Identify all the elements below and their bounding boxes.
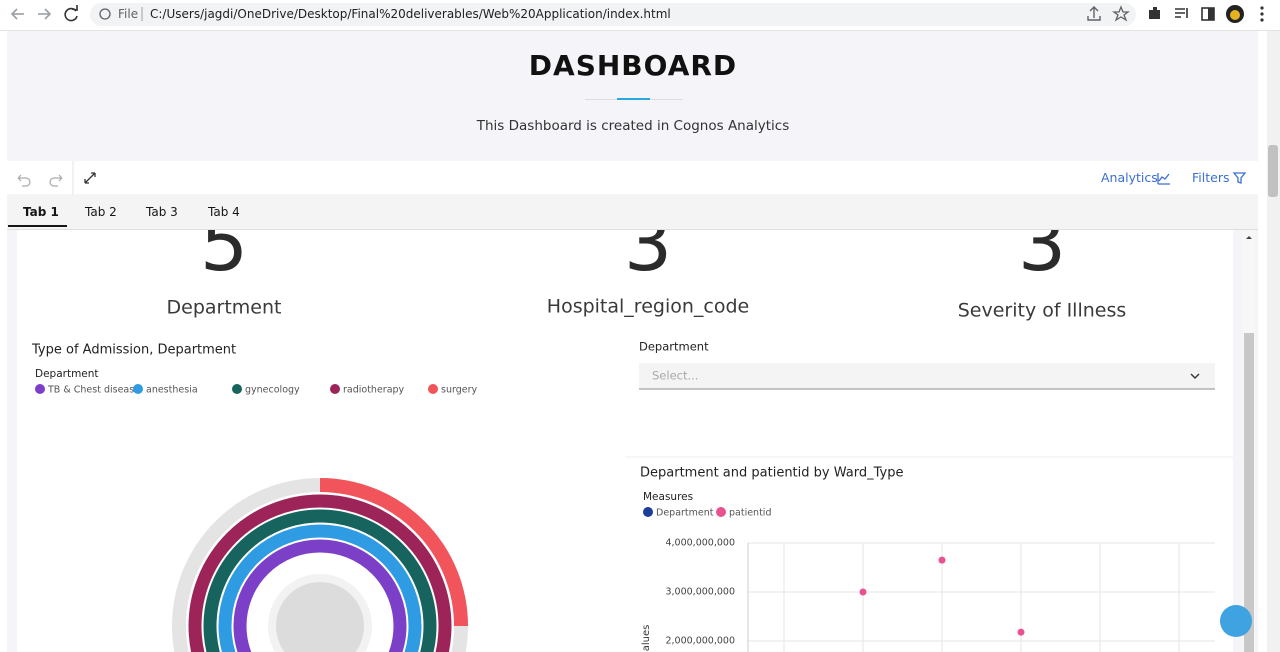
kpi-label: Hospital_region_code (547, 296, 749, 318)
filter-select[interactable] (639, 363, 1215, 389)
y-axis-label: alues (641, 625, 652, 652)
kpi-label: Severity of Illness (958, 300, 1127, 322)
url-bar[interactable] (90, 3, 1136, 26)
legend-swatch (232, 384, 242, 394)
extensions-icon[interactable] (1149, 7, 1160, 19)
legend-swatch (428, 384, 438, 394)
legend-label: Department (656, 508, 714, 519)
help-bubble[interactable] (1220, 605, 1252, 637)
browser-icons (10, 3, 1264, 26)
analytics-icon[interactable] (1157, 173, 1170, 185)
filter-chevron (1190, 373, 1200, 379)
toolbar-icons (17, 161, 1247, 195)
star-icon[interactable] (1112, 5, 1130, 22)
sidepanel-icon-fill (1208, 8, 1214, 20)
content-canvas: 5 Department 3 Hospital_region_code 3 Severit… (31, 230, 1233, 652)
legend-title: Department (35, 368, 99, 380)
reading-list-icon[interactable] (1175, 8, 1188, 18)
legend-swatch (133, 384, 143, 394)
legend-label: patientid (729, 508, 771, 519)
toolbar (7, 161, 1258, 194)
legend-label: anesthesia (146, 385, 198, 396)
kpi-value: 3 (1018, 230, 1066, 288)
tab-bar (7, 195, 1258, 230)
ring-center (276, 582, 364, 652)
ring-arc (319, 478, 468, 627)
tab-underline (8, 225, 67, 227)
legend-label: gynecology (245, 385, 300, 396)
kpi-value: 5 (200, 230, 248, 288)
url-scheme: File (118, 7, 139, 21)
filters-button[interactable]: Filters (1192, 170, 1230, 185)
title-accent (617, 98, 650, 100)
info-icon (99, 8, 111, 20)
scroll-arrow (1246, 236, 1252, 239)
redo[interactable] (49, 174, 63, 187)
legend-label: radiotherapy (343, 385, 405, 396)
tab[interactable]: Tab 4 (208, 205, 240, 219)
y-tick-label: 2,000,000,000 (665, 636, 735, 647)
inner-scroll-up[interactable] (1243, 231, 1255, 243)
scatter-point (1017, 628, 1025, 636)
content-panel: 5 Department 3 Hospital_region_code 3 Severit… (17, 230, 1233, 652)
ring (233, 539, 407, 652)
filters-icon[interactable] (1232, 172, 1247, 184)
menu-icon[interactable] (1260, 6, 1264, 22)
scatter-point (859, 588, 867, 596)
nav-forward[interactable] (38, 8, 52, 20)
chart-title: Department and patientid by Ward_Type (640, 466, 903, 481)
y-tick-label: 3,000,000,000 (665, 587, 735, 598)
filter-placeholder: Select... (652, 369, 698, 383)
analytics-button[interactable]: Analytics (1101, 170, 1158, 185)
url-text: C:/Users/jagdi/OneDrive/Desktop/Final%20… (150, 7, 671, 21)
legend-title: Measures (643, 491, 693, 503)
y-tick-label: 4,000,000,000 (665, 538, 735, 549)
dashboard-title: DASHBOARD (528, 49, 738, 82)
tab[interactable]: Tab 2 (85, 205, 117, 219)
expand[interactable] (84, 172, 96, 184)
filter-label: Department (639, 340, 709, 354)
page-scroll-thumb[interactable] (1268, 145, 1278, 197)
kpi-label: Department (167, 297, 282, 319)
legend-swatch (330, 384, 340, 394)
share-icon[interactable] (1087, 6, 1101, 21)
scatter-point (938, 556, 946, 564)
undo[interactable] (17, 174, 31, 187)
legend-label: surgery (441, 385, 477, 396)
chart-title: Type of Admission, Department (31, 343, 236, 358)
dashboard-subtitle: This Dashboard is created in Cognos Anal… (476, 118, 790, 134)
inner-scroll-thumb[interactable] (1244, 333, 1254, 652)
page-scrollbar (1267, 31, 1280, 652)
legend-swatch (643, 507, 653, 517)
ring (218, 524, 422, 652)
legend-label: TB & Chest disease (47, 385, 140, 396)
reload[interactable] (64, 5, 78, 22)
kpi-value: 3 (624, 230, 672, 288)
tab[interactable]: Tab 3 (146, 205, 178, 219)
legend-swatch (716, 507, 726, 517)
legend-swatch (35, 384, 45, 394)
tab[interactable]: Tab 1 (23, 205, 59, 219)
ring (188, 494, 452, 652)
avatar-face (1230, 10, 1240, 20)
nav-back[interactable] (10, 8, 24, 20)
ring (203, 509, 437, 652)
